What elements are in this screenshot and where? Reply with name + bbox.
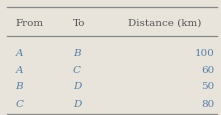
Text: 60: 60 <box>201 66 214 75</box>
Text: Distance (km): Distance (km) <box>128 19 202 27</box>
Text: 80: 80 <box>201 99 214 108</box>
Text: 50: 50 <box>201 82 214 91</box>
Text: A: A <box>15 66 23 75</box>
Text: C: C <box>73 66 81 75</box>
Text: C: C <box>15 99 23 108</box>
Text: D: D <box>73 82 81 91</box>
Text: A: A <box>15 48 23 57</box>
Text: B: B <box>15 82 23 91</box>
Text: 100: 100 <box>194 48 214 57</box>
Text: B: B <box>73 48 81 57</box>
Text: From: From <box>15 19 44 27</box>
Text: To: To <box>73 19 86 27</box>
Text: D: D <box>73 99 81 108</box>
